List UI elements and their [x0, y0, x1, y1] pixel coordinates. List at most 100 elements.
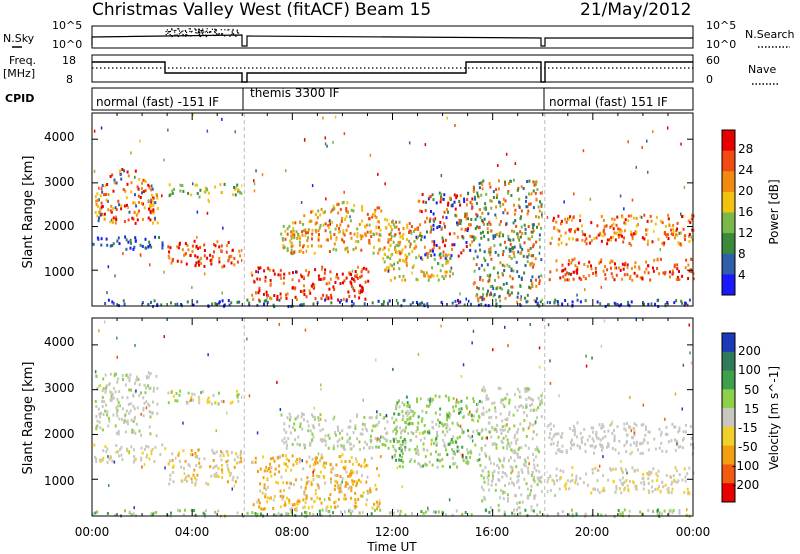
- echo-cell: [326, 505, 329, 509]
- echo-cell: [536, 301, 539, 305]
- echo-cell: [609, 423, 612, 427]
- echo-cell: [143, 179, 146, 183]
- echo-cell: [361, 474, 363, 478]
- freq-unit-label: [MHz]: [3, 67, 35, 80]
- echo-cell: [365, 223, 368, 227]
- echo-cell: [285, 457, 288, 461]
- echo-cell: [221, 470, 224, 474]
- echo-cell: [246, 298, 249, 302]
- echo-cell: [142, 408, 145, 412]
- echo-cell: [479, 463, 482, 467]
- echo-cell: [285, 446, 288, 450]
- echo-cell: [513, 512, 516, 516]
- echo-cell: [330, 470, 333, 474]
- echo-cell: [553, 482, 556, 486]
- echo-cell: [382, 257, 385, 261]
- echo-cell: [405, 395, 408, 399]
- nsky-point: [235, 35, 237, 37]
- echo-cell: [492, 196, 495, 199]
- echo-cell: [369, 490, 372, 494]
- echo-cell: [286, 249, 289, 253]
- echo-cell: [635, 274, 638, 278]
- echo-cell: [518, 275, 521, 278]
- echo-cell: [613, 278, 616, 282]
- echo-cell: [511, 467, 514, 471]
- echo-cell: [389, 439, 392, 443]
- echo-cell: [420, 465, 423, 469]
- echo-cell: [374, 483, 377, 487]
- echo-cell: [623, 480, 626, 484]
- echo-cell: [148, 457, 151, 461]
- echo-cell: [216, 240, 219, 244]
- echo-cell: [489, 229, 492, 233]
- echo-cell: [181, 248, 184, 252]
- colorbar-segment: [722, 426, 735, 447]
- echo-cell: [425, 411, 428, 414]
- echo-cell: [499, 496, 502, 500]
- echo-cell: [404, 445, 407, 449]
- echo-cell: [524, 231, 527, 235]
- echo-cell: [125, 420, 127, 424]
- echo-cell: [133, 417, 136, 421]
- echo-cell: [565, 271, 568, 275]
- echo-cell: [426, 302, 429, 306]
- echo-cell: [498, 294, 501, 298]
- echo-cell: [324, 222, 327, 226]
- echo-cell: [346, 246, 349, 250]
- echo-cell: [338, 226, 340, 230]
- echo-cell: [132, 394, 135, 398]
- velocity-colorbar-tick-neg100: -100: [732, 459, 759, 473]
- echo-cell: [438, 395, 441, 399]
- echo-cell: [284, 500, 287, 504]
- echo-cell: [449, 269, 452, 273]
- echo-cell: [539, 300, 542, 304]
- echo-cell: [588, 260, 591, 264]
- echo-cell: [689, 351, 691, 355]
- echo-cell: [408, 422, 411, 426]
- echo-cell: [337, 211, 340, 215]
- echo-cell: [346, 210, 349, 214]
- echo-cell: [343, 447, 346, 451]
- echo-cell: [96, 192, 99, 196]
- echo-cell: [387, 238, 390, 241]
- echo-cell: [671, 480, 674, 484]
- echo-cell: [256, 303, 259, 307]
- echo-cell: [128, 411, 131, 415]
- echo-cell: [382, 303, 385, 306]
- echo-cell: [422, 431, 425, 434]
- echo-cell: [541, 401, 544, 405]
- echo-cell: [366, 475, 369, 479]
- echo-cell: [248, 303, 251, 307]
- echo-cell: [675, 299, 678, 303]
- echo-cell: [607, 478, 610, 482]
- echo-cell: [507, 234, 510, 238]
- echo-cell: [395, 251, 398, 255]
- echo-cell: [457, 301, 460, 305]
- echo-cell: [498, 232, 501, 236]
- velocity-colorbar-tick-50: 50: [744, 383, 759, 397]
- echo-cell: [441, 236, 444, 240]
- echo-cell: [279, 494, 282, 498]
- echo-cell: [492, 190, 495, 194]
- echo-cell: [118, 417, 121, 421]
- echo-cell: [561, 450, 564, 454]
- echo-cell: [218, 260, 221, 264]
- echo-cell: [467, 299, 470, 303]
- echo-cell: [357, 498, 360, 501]
- echo-cell: [398, 399, 400, 403]
- echo-cell: [298, 250, 301, 253]
- echo-cell: [344, 485, 347, 488]
- echo-cell: [532, 265, 534, 269]
- echo-cell: [458, 200, 461, 203]
- echo-cell: [118, 242, 121, 246]
- echo-cell: [145, 386, 147, 390]
- echo-cell: [416, 427, 419, 431]
- echo-cell: [187, 191, 190, 195]
- echo-cell: [334, 227, 337, 231]
- echo-cell: [569, 272, 572, 276]
- echo-cell: [136, 218, 139, 222]
- echo-cell: [642, 423, 645, 427]
- echo-cell: [198, 457, 201, 461]
- colorbar-segment: [722, 483, 735, 503]
- echo-cell: [219, 454, 222, 458]
